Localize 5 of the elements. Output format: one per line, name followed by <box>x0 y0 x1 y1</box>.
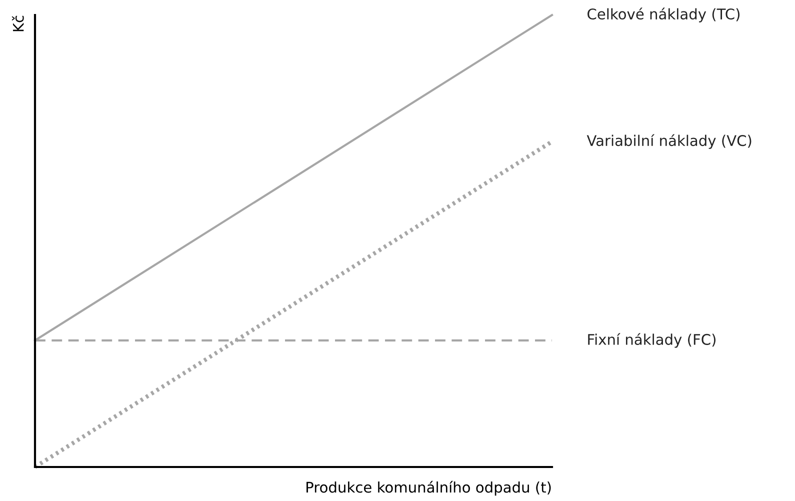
text: Fixní náklady (FC) <box>588 333 716 348</box>
text: Variabilní náklady (VC) <box>586 134 752 149</box>
x-axis-title: Produkce komunálního odpadu (t) <box>306 480 551 496</box>
text: Celkové náklady (TC) <box>588 8 740 22</box>
y-axis-title: Kč <box>12 16 24 32</box>
